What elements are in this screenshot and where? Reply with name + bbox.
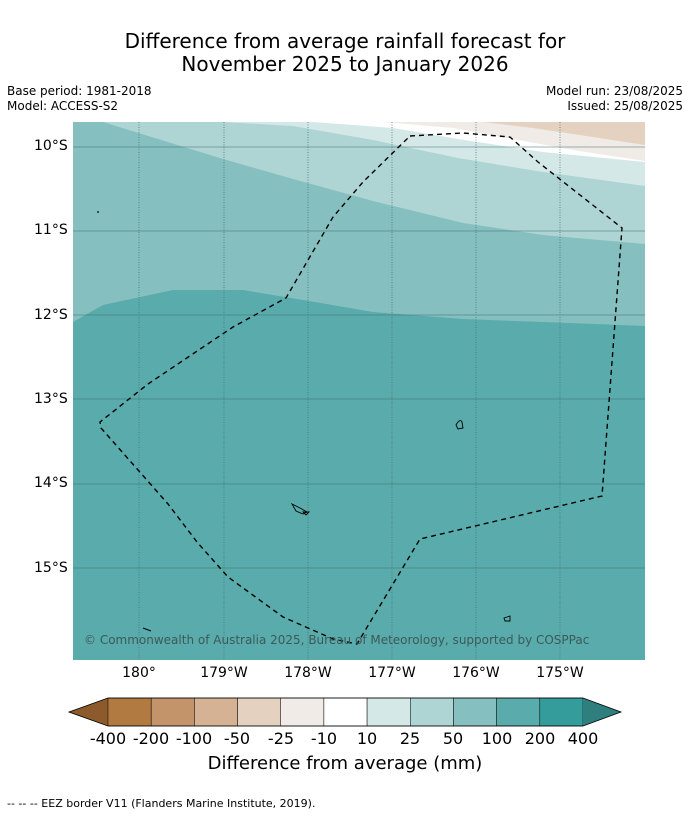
title-line-1: Difference from average rainfall forecas… — [124, 29, 566, 53]
colorbar-title: Difference from average (mm) — [207, 753, 483, 774]
colorbar-cell — [453, 697, 497, 727]
lon-label-176w: 176°W — [452, 665, 500, 681]
lat-gridlines — [73, 146, 645, 569]
lon-label-178w: 178°W — [284, 665, 332, 681]
colorbar-cell — [539, 697, 584, 727]
colorbar-label: -200 — [132, 729, 170, 748]
base-period: Base period: 1981-2018 — [7, 84, 152, 98]
lon-label-177w: 177°W — [368, 665, 416, 681]
colorbar-cell — [323, 697, 368, 727]
lat-label-11s: 11°S — [34, 222, 68, 238]
lat-label-12s: 12°S — [34, 307, 68, 323]
eez-border — [99, 132, 623, 645]
band-minus25-50 — [483, 122, 645, 145]
colorbar-label: 10 — [356, 729, 378, 748]
colorbar-cell — [107, 697, 152, 727]
rainfall-map — [73, 122, 645, 660]
model-run: Model run: 23/08/2025 — [545, 84, 683, 98]
colorbar-cell — [366, 697, 411, 727]
colorbar-cells — [107, 697, 584, 727]
map-svg — [73, 122, 645, 660]
island-outline-east — [455, 420, 464, 430]
island-outline-southwest — [142, 627, 152, 632]
colorbar-label: -400 — [89, 729, 127, 748]
colorbar-cell — [194, 697, 238, 727]
island-outline-central — [290, 502, 308, 515]
issued-date: Issued: 25/08/2025 — [567, 99, 683, 113]
meta-right: Model run: 23/08/2025 Issued: 25/08/2025 — [546, 84, 683, 114]
colorbar-label: 400 — [567, 729, 599, 748]
meta-left: Base period: 1981-2018 Model: ACCESS-S2 — [7, 84, 152, 114]
colorbar-cell — [280, 697, 325, 727]
title-line-2: November 2025 to January 2026 — [181, 52, 509, 76]
colorbar-cell — [150, 697, 195, 727]
colorbar-extend-low — [69, 698, 108, 726]
colorbar — [68, 697, 623, 727]
colorbar-cell — [496, 697, 541, 727]
lon-label-179w: 179°W — [200, 665, 248, 681]
colorbar-label: 25 — [399, 729, 421, 748]
island-outline-central-small — [301, 511, 311, 516]
colorbar-outline — [68, 697, 623, 727]
lat-label-15s: 15°S — [34, 560, 68, 576]
lon-label-180: 180° — [122, 665, 156, 681]
colorbar-label: -100 — [175, 729, 213, 748]
lat-label-14s: 14°S — [34, 475, 68, 491]
colorbar-cell — [410, 697, 454, 727]
lon-gridlines — [138, 122, 561, 660]
lat-label-10s: 10°S — [34, 138, 68, 154]
colorbar-label: 200 — [524, 729, 556, 748]
eez-footnote: -- -- -- EEZ border V11 (Flanders Marine… — [7, 797, 316, 810]
colorbar-extend-high — [583, 698, 621, 726]
lat-label-13s: 13°S — [34, 391, 68, 407]
island-outline-south — [503, 615, 511, 622]
colorbar-cell — [237, 697, 281, 727]
colorbar-label: 50 — [442, 729, 464, 748]
colorbar-label: -25 — [267, 729, 295, 748]
colorbar-label: -50 — [223, 729, 251, 748]
colorbar-label: -10 — [310, 729, 338, 748]
lon-label-175w: 175°W — [536, 665, 584, 681]
island-dot-north — [97, 211, 99, 213]
colorbar-label: 100 — [481, 729, 513, 748]
copyright-text: © Commonwealth of Australia 2025, Bureau… — [84, 633, 590, 647]
chart-title: Difference from average rainfall forecas… — [0, 30, 690, 76]
model-name: Model: ACCESS-S2 — [7, 99, 119, 113]
